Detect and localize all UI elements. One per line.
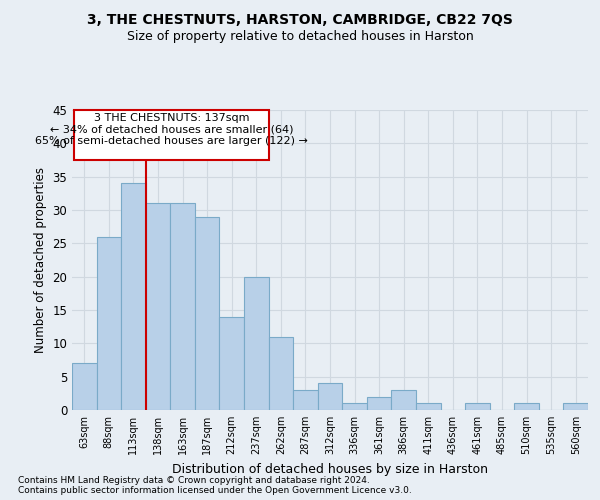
FancyBboxPatch shape <box>74 110 269 160</box>
Bar <box>121 184 146 410</box>
Bar <box>220 316 244 410</box>
Bar <box>269 336 293 410</box>
Text: Contains public sector information licensed under the Open Government Licence v3: Contains public sector information licen… <box>18 486 412 495</box>
Text: Contains HM Land Registry data © Crown copyright and database right 2024.: Contains HM Land Registry data © Crown c… <box>18 476 370 485</box>
Bar <box>391 390 416 410</box>
Text: 3 THE CHESTNUTS: 137sqm: 3 THE CHESTNUTS: 137sqm <box>94 114 249 124</box>
Text: Size of property relative to detached houses in Harston: Size of property relative to detached ho… <box>127 30 473 43</box>
Text: ← 34% of detached houses are smaller (64): ← 34% of detached houses are smaller (64… <box>50 124 293 134</box>
Bar <box>465 404 490 410</box>
Text: 3, THE CHESTNUTS, HARSTON, CAMBRIDGE, CB22 7QS: 3, THE CHESTNUTS, HARSTON, CAMBRIDGE, CB… <box>87 12 513 26</box>
X-axis label: Distribution of detached houses by size in Harston: Distribution of detached houses by size … <box>172 462 488 475</box>
Bar <box>72 364 97 410</box>
Text: 65% of semi-detached houses are larger (122) →: 65% of semi-detached houses are larger (… <box>35 136 308 146</box>
Bar <box>416 404 440 410</box>
Bar <box>170 204 195 410</box>
Bar <box>563 404 588 410</box>
Bar <box>514 404 539 410</box>
Bar <box>97 236 121 410</box>
Bar <box>244 276 269 410</box>
Bar <box>318 384 342 410</box>
Bar <box>195 216 220 410</box>
Bar <box>342 404 367 410</box>
Bar <box>367 396 391 410</box>
Bar <box>146 204 170 410</box>
Bar <box>293 390 318 410</box>
Y-axis label: Number of detached properties: Number of detached properties <box>34 167 47 353</box>
